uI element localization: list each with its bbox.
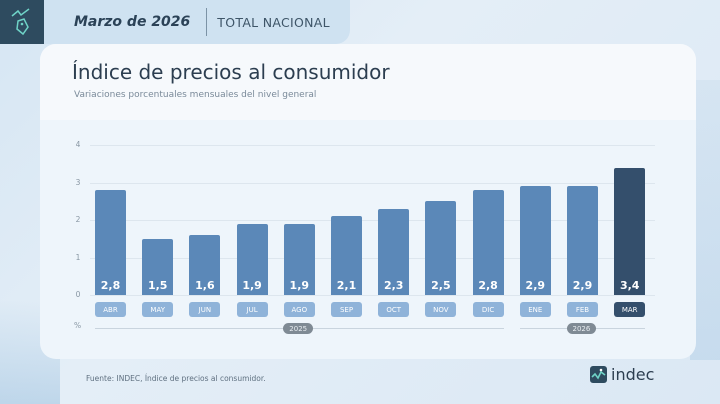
bar-jul: 1,9 <box>236 223 268 295</box>
gridline <box>90 295 655 296</box>
chart-card-header <box>40 44 696 120</box>
year-badge: 2025 <box>283 323 314 334</box>
gridline <box>90 257 655 259</box>
x-tick-label: FEB <box>567 302 598 317</box>
bar-value-label: 2,1 <box>336 279 357 292</box>
y-tick-label: 2 <box>75 215 81 224</box>
indec-logo: indec <box>590 365 654 384</box>
x-tick-label: JUN <box>189 302 221 317</box>
x-tick-label: SEP <box>331 302 362 317</box>
year-badge: 2026 <box>566 323 597 334</box>
bar-value-label: 1,6 <box>195 279 215 292</box>
chart-subtitle: Variaciones porcentuales mensuales del n… <box>74 90 317 100</box>
y-tick-label: 1 <box>75 252 81 262</box>
bar-sep: 2,1 <box>331 216 362 295</box>
bar-ene: 2,9 <box>519 186 551 295</box>
y-tick-label: 0 <box>75 290 81 299</box>
period-label: Marzo de 2026 <box>74 14 191 30</box>
bar-value-label: 1,5 <box>147 279 168 292</box>
bar-value-label: 1,9 <box>289 279 310 292</box>
y-tick-label: 4 <box>75 140 81 149</box>
indec-wordmark: indec <box>611 365 655 384</box>
x-tick-label: OCT <box>378 302 410 317</box>
bar-feb: 2,9 <box>567 186 598 295</box>
x-tick-label: ABR <box>95 302 126 317</box>
x-tick-label: MAR <box>614 302 646 317</box>
bar-ago: 1,9 <box>283 223 315 295</box>
bar-value-label: 1,9 <box>242 279 262 292</box>
bar-jun: 1,6 <box>189 235 221 295</box>
bar-oct: 2,3 <box>378 208 410 295</box>
bar-value-label: 3,4 <box>619 279 640 292</box>
bar-mar: 3,4 <box>614 167 646 295</box>
y-axis-unit: % <box>74 321 82 330</box>
bar-value-label: 2,3 <box>383 279 404 292</box>
bar-dic: 2,8 <box>472 190 504 295</box>
price-tag-icon <box>0 0 44 44</box>
bar-value-label: 2,9 <box>525 279 546 292</box>
bar-value-label: 2,5 <box>431 279 451 292</box>
bar-abr: 2,8 <box>95 190 126 295</box>
bar-may: 1,5 <box>142 238 174 295</box>
gridline <box>90 182 655 184</box>
x-tick-label: AGO <box>283 302 315 317</box>
indec-logo-icon <box>590 366 607 383</box>
x-tick-label: MAY <box>142 302 174 317</box>
x-tick-label: NOV <box>425 302 457 317</box>
gridline <box>90 220 655 221</box>
y-tick-label: 3 <box>75 177 81 187</box>
source-note: Fuente: INDEC, Índice de precios al cons… <box>86 374 266 383</box>
header-bar: Marzo de 2026 TOTAL NACIONAL <box>0 0 350 44</box>
x-tick-label: ENE <box>519 302 551 317</box>
scope-label: TOTAL NACIONAL <box>217 14 330 30</box>
gridline <box>90 145 655 146</box>
bar-nov: 2,5 <box>425 201 457 295</box>
bar-value-label: 2,8 <box>478 279 498 292</box>
chart-title: Índice de precios al consumidor <box>72 60 390 84</box>
bar-value-label: 2,9 <box>572 279 593 292</box>
x-tick-label: DIC <box>472 302 504 317</box>
bar-value-label: 2,8 <box>100 279 121 292</box>
x-tick-label: JUL <box>236 302 268 317</box>
divider <box>206 8 208 36</box>
